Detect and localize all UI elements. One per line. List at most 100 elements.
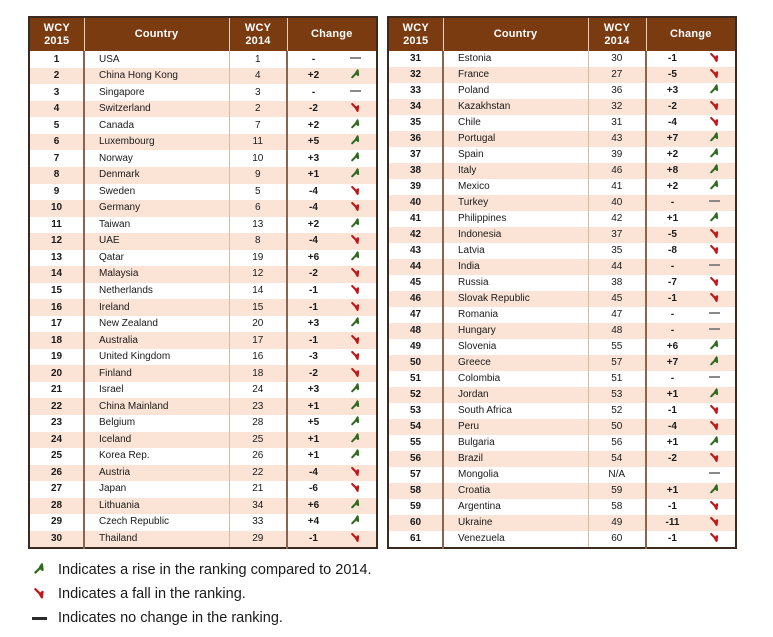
cell-country: USA [84, 51, 230, 68]
cell-rank-2014: N/A [588, 467, 647, 484]
arrow-up-right-icon [708, 387, 720, 399]
cell-rank-2015: 3 [29, 84, 85, 101]
cell-change-value: +1 [287, 398, 339, 415]
cell-change-icon [339, 266, 377, 283]
cell-country: Lithuania [84, 497, 230, 515]
cell-country: Latvia [443, 243, 589, 260]
cell-change-icon [698, 515, 736, 532]
cell-change-value: +1 [646, 211, 698, 228]
cell-change-value: +2 [646, 147, 698, 164]
table-row: 49 Slovenia 55 +6 [388, 339, 736, 356]
table-row: 7 Norway 10 +3 [29, 150, 377, 167]
legend-label: Indicates a rise in the ranking compared… [58, 562, 372, 578]
cell-rank-2014: 36 [588, 83, 647, 100]
cell-rank-2015: 52 [388, 387, 444, 404]
arrow-down-right-icon [708, 243, 720, 255]
cell-change-value: +2 [287, 67, 339, 85]
cell-rank-2015: 7 [29, 150, 85, 167]
cell-country: China Hong Kong [84, 67, 230, 85]
cell-change-value: +3 [287, 150, 339, 167]
cell-country: Philippines [443, 211, 589, 228]
cell-change-icon [698, 243, 736, 260]
cell-change-value: -1 [646, 291, 698, 308]
cell-rank-2014: 17 [229, 332, 288, 349]
cell-change-icon [698, 179, 736, 196]
arrow-up-right-icon [349, 316, 361, 328]
table-row: 22 China Mainland 23 +1 [29, 398, 377, 415]
cell-change-value: - [646, 259, 698, 276]
cell-rank-2014: 32 [588, 99, 647, 116]
cell-change-icon [339, 51, 377, 68]
arrow-up-right-icon [349, 134, 361, 146]
cell-country: Finland [84, 365, 230, 382]
cell-change-icon [339, 365, 377, 382]
table-row: 41 Philippines 42 +1 [388, 211, 736, 228]
cell-change-icon [339, 464, 377, 482]
cell-rank-2015: 20 [29, 365, 85, 382]
table-row: 60 Ukraine 49 -11 [388, 515, 736, 532]
cell-rank-2015: 30 [29, 530, 85, 549]
table-row: 51 Colombia 51- [388, 371, 736, 388]
table-row: 9 Sweden 5 -4 [29, 183, 377, 201]
cell-rank-2015: 40 [388, 195, 444, 212]
cell-country: Kazakhstan [443, 99, 589, 116]
cell-change-value: - [646, 323, 698, 340]
cell-rank-2015: 32 [388, 67, 444, 84]
cell-rank-2015: 8 [29, 167, 85, 184]
cell-rank-2014: 41 [588, 179, 647, 196]
cell-rank-2014: 51 [588, 371, 647, 388]
cell-change-icon [698, 115, 736, 132]
arrow-down-right-icon [349, 266, 361, 278]
cell-country: Indonesia [443, 227, 589, 244]
table-row: 4 Switzerland 2 -2 [29, 100, 377, 118]
cell-change-icon [339, 514, 377, 531]
table-row: 37 Spain 39 +2 [388, 147, 736, 164]
cell-change-icon [698, 371, 736, 388]
arrow-down-right-icon [349, 283, 361, 295]
cell-rank-2014: 18 [229, 365, 288, 382]
cell-change-value: -1 [287, 299, 339, 316]
cell-rank-2015: 9 [29, 183, 85, 201]
arrow-up-right-icon [708, 211, 720, 223]
cell-country: Brazil [443, 451, 589, 468]
arrow-up-right-icon [708, 83, 720, 95]
cell-change-value: -7 [646, 275, 698, 292]
cell-rank-2014: 45 [588, 291, 647, 308]
cell-country: Portugal [443, 131, 589, 148]
cell-rank-2014: 20 [229, 315, 288, 333]
cell-change-value: - [646, 307, 698, 324]
cell-change-icon [698, 163, 736, 180]
cell-rank-2014: 57 [588, 355, 647, 372]
cell-rank-2014: 55 [588, 339, 647, 356]
cell-change-icon [339, 249, 377, 267]
cell-rank-2014: 54 [588, 451, 647, 468]
cell-rank-2014: 6 [229, 200, 288, 217]
cell-change-value: -1 [646, 403, 698, 420]
cell-rank-2014: 16 [229, 348, 288, 366]
cell-rank-2014: 19 [229, 249, 288, 267]
cell-change-icon [339, 84, 377, 101]
cell-rank-2015: 51 [388, 371, 444, 388]
cell-change-icon [698, 419, 736, 436]
dash-icon [32, 617, 47, 620]
cell-rank-2015: 28 [29, 497, 85, 515]
table-row: 45 Russia 38 -7 [388, 275, 736, 292]
arrow-up-right-icon [349, 498, 361, 510]
cell-country: Australia [84, 332, 230, 349]
cell-country: Croatia [443, 483, 589, 500]
table-row: 20 Finland 18 -2 [29, 365, 377, 382]
cell-change-value: -4 [287, 200, 339, 217]
cell-rank-2014: 12 [229, 266, 288, 283]
cell-rank-2015: 22 [29, 398, 85, 415]
cell-rank-2015: 27 [29, 481, 85, 498]
arrow-down-right-icon [349, 300, 361, 312]
table-row: 25 Korea Rep. 26 +1 [29, 448, 377, 465]
cell-rank-2014: 47 [588, 307, 647, 324]
cell-change-value: -2 [646, 99, 698, 116]
cell-rank-2015: 56 [388, 451, 444, 468]
cell-country: New Zealand [84, 315, 230, 333]
cell-change-icon [698, 403, 736, 420]
cell-rank-2014: 44 [588, 259, 647, 276]
cell-change-value: -5 [646, 67, 698, 84]
rankings-table-left: WCY 2015 Country WCY 2014 Change 1 USA 1-2… [28, 16, 378, 550]
